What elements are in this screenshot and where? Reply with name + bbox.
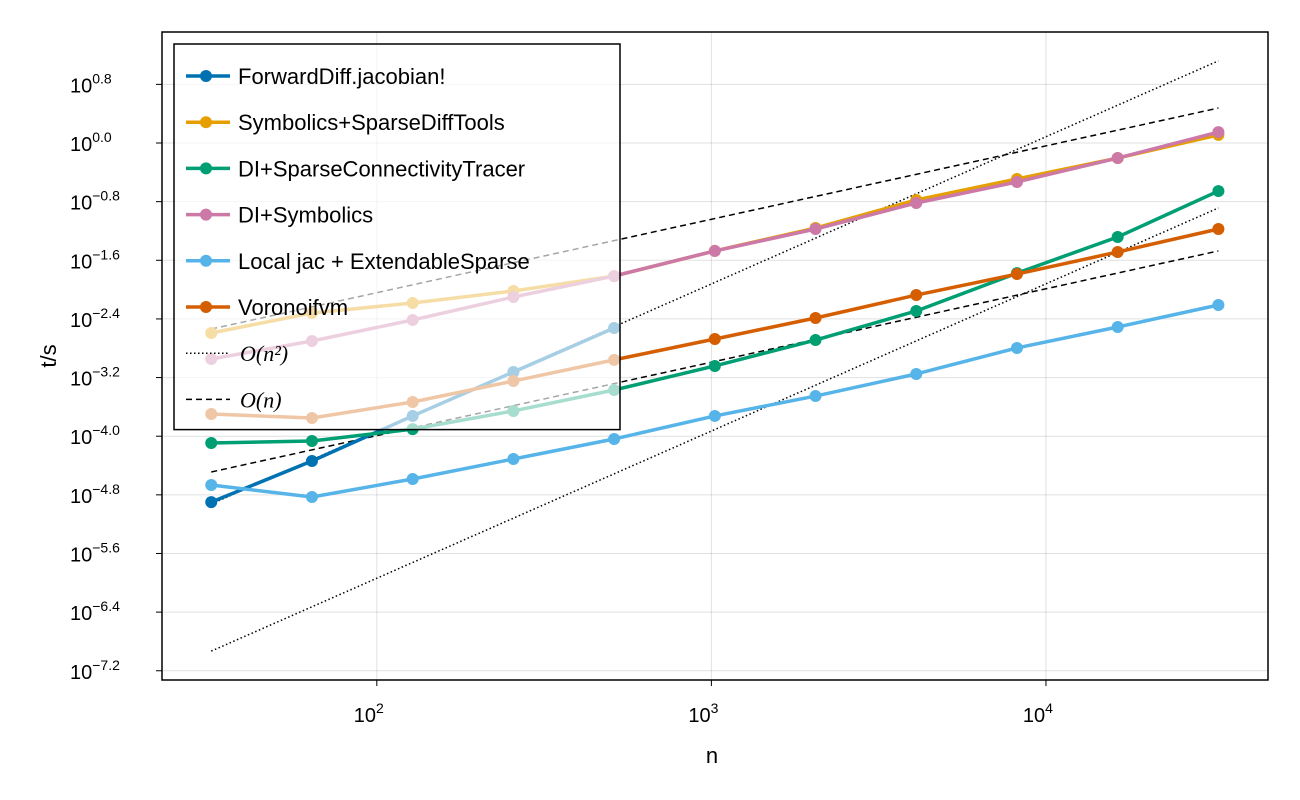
legend-label: Symbolics+SparseDiffTools (238, 110, 505, 135)
data-point (809, 390, 822, 403)
legend-marker (200, 208, 212, 221)
y-tick-label: 10−7.2 (70, 657, 120, 684)
data-point (205, 437, 218, 450)
data-point (910, 367, 923, 380)
y-tick-label: 10−0.8 (70, 188, 120, 215)
reference-line (210, 60, 1219, 505)
legend-label: DI+Symbolics (238, 203, 373, 228)
data-point (1111, 231, 1124, 244)
y-tick-label: 10−4.0 (70, 422, 120, 449)
data-point (1111, 245, 1124, 258)
legend-marker (200, 70, 212, 82)
y-tick-label: 10−4.8 (70, 481, 120, 508)
data-point (406, 472, 419, 485)
data-point (708, 244, 721, 257)
data-point (205, 478, 218, 491)
y-axis-label: t/s (36, 344, 61, 367)
data-point (1111, 320, 1124, 333)
data-point (1111, 152, 1124, 165)
data-point (1212, 185, 1225, 198)
data-point (708, 332, 721, 345)
data-point (1212, 126, 1225, 139)
legend-label: O(n) (240, 387, 282, 412)
y-tick-label: 10−6.4 (70, 598, 120, 625)
plot-frame (161, 31, 1269, 681)
x-tick-label: 103 (688, 700, 718, 727)
data-point (809, 334, 822, 347)
data-point (1010, 268, 1023, 281)
legend-label: DI+SparseConnectivityTracer (238, 156, 525, 181)
data-point (305, 434, 318, 447)
x-tick-label: 104 (1023, 700, 1053, 727)
data-point (1010, 175, 1023, 188)
data-point (910, 289, 923, 302)
y-tick-label: 10−3.2 (70, 364, 120, 391)
data-point (708, 359, 721, 372)
y-tick-label: 10−1.6 (70, 246, 120, 273)
data-point (608, 432, 621, 445)
y-tick-label: 10−2.4 (70, 305, 120, 332)
legend-marker (200, 116, 212, 129)
data-point (910, 196, 923, 209)
data-point (507, 452, 520, 465)
y-tick-label: 100.0 (70, 129, 112, 156)
data-point (1212, 298, 1225, 311)
legend-label: Voronoifvm (238, 295, 348, 320)
legend-label: Local jac + ExtendableSparse (238, 249, 530, 274)
x-axis-label: n (706, 743, 718, 768)
data-point (809, 311, 822, 324)
data-point (910, 304, 923, 317)
data-point (809, 223, 822, 236)
x-tick-label: 102 (354, 700, 384, 727)
data-point (1010, 341, 1023, 354)
legend-marker (200, 162, 212, 175)
legend-marker (200, 254, 212, 267)
legend-label: O(n²) (240, 341, 288, 366)
reference-line (210, 207, 1219, 652)
data-point (305, 491, 318, 504)
y-tick-label: 10−5.6 (70, 539, 120, 566)
data-point (305, 454, 318, 467)
data-point (205, 496, 218, 509)
data-point (1212, 223, 1225, 236)
y-tick-label: 100.8 (70, 70, 112, 97)
legend-box (173, 43, 621, 431)
legend-label: ForwardDiff.jacobian! (238, 64, 445, 89)
legend-marker (200, 301, 212, 313)
data-point (708, 409, 721, 422)
